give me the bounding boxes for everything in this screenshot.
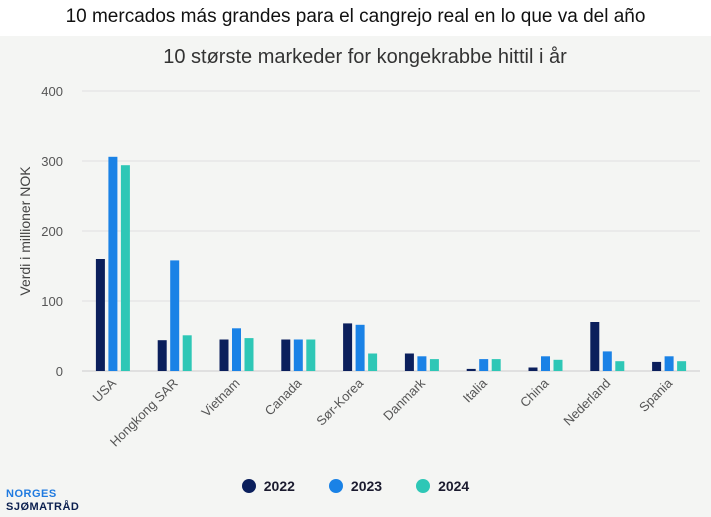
page-heading: 10 mercados más grandes para el cangrejo… xyxy=(65,6,646,27)
bar-s-r-korea-2023[interactable] xyxy=(355,324,365,371)
y-tick-label-100: 100 xyxy=(41,294,63,309)
logo-line-1: NORGES xyxy=(6,488,57,500)
bar-hongkong-sar-2022[interactable] xyxy=(157,340,167,371)
x-tick-label-canada: Canada xyxy=(262,375,305,418)
y-tick-label-300: 300 xyxy=(41,154,63,169)
legend-label-2024: 2024 xyxy=(438,478,470,494)
bar-nederland-2023[interactable] xyxy=(602,351,612,371)
logo-line-2: SJØMATRÅD xyxy=(6,501,80,513)
x-tick-label-usa: USA xyxy=(90,375,120,405)
legend-label-2023: 2023 xyxy=(350,478,383,494)
bar-canada-2022[interactable] xyxy=(281,339,291,372)
bar-canada-2023[interactable] xyxy=(293,339,303,372)
bar-danmark-2023[interactable] xyxy=(417,356,427,371)
x-tick-label-china: China xyxy=(517,375,552,410)
x-tick-label-s-r-korea: Sør-Korea xyxy=(313,375,367,429)
bar-danmark-2024[interactable] xyxy=(429,359,439,371)
bar-spania-2023[interactable] xyxy=(664,356,674,371)
bar-vietnam-2023[interactable] xyxy=(232,328,241,371)
legend-item-2024[interactable]: 2024 xyxy=(416,478,469,494)
legend-swatch-2024 xyxy=(416,479,431,493)
bar-danmark-2022[interactable] xyxy=(404,353,414,372)
y-tick-label-200: 200 xyxy=(41,224,63,239)
bar-spania-2022[interactable] xyxy=(652,361,662,371)
legend-item-2022[interactable]: 2022 xyxy=(241,478,295,494)
bar-china-2024[interactable] xyxy=(553,359,563,371)
x-tick-label-vietnam: Vietnam xyxy=(198,376,242,420)
bar-hongkong-sar-2024[interactable] xyxy=(182,335,192,371)
x-tick-label-danmark: Danmark xyxy=(380,375,428,423)
chart-title: 10 største markeder for kongekrabbe hitt… xyxy=(163,46,567,68)
bar-italia-2022[interactable] xyxy=(466,368,476,371)
bar-vietnam-2022[interactable] xyxy=(219,339,229,372)
bar-vietnam-2024[interactable] xyxy=(244,338,254,371)
y-tick-label-400: 400 xyxy=(41,84,63,99)
x-tick-label-italia: Italia xyxy=(460,375,491,406)
x-tick-label-nederland: Nederland xyxy=(560,376,613,429)
chart-panel xyxy=(0,36,711,517)
bar-nederland-2024[interactable] xyxy=(615,361,625,371)
legend-swatch-2023 xyxy=(328,479,343,493)
bar-s-r-korea-2022[interactable] xyxy=(343,323,353,371)
y-axis-label: Verdi i millioner NOK xyxy=(17,166,33,296)
bar-s-r-korea-2024[interactable] xyxy=(368,353,378,372)
bar-usa-2023[interactable] xyxy=(108,156,118,371)
bar-china-2023[interactable] xyxy=(541,356,550,371)
legend-swatch-2022 xyxy=(241,479,256,493)
y-tick-label-0: 0 xyxy=(56,364,63,379)
legend-item-2023[interactable]: 2023 xyxy=(328,478,383,494)
bar-usa-2022[interactable] xyxy=(95,259,105,371)
norges-sjomatrad-logo: NORGES SJØMATRÅD xyxy=(6,488,79,514)
legend-label-2022: 2022 xyxy=(263,478,295,494)
legend: 2022 2023 2024 xyxy=(0,478,711,494)
x-tick-label-spania: Spania xyxy=(636,375,676,415)
bar-italia-2023[interactable] xyxy=(479,359,489,371)
bar-canada-2024[interactable] xyxy=(306,339,316,372)
bar-spania-2024[interactable] xyxy=(677,361,687,371)
bar-nederland-2022[interactable] xyxy=(590,322,600,371)
bar-hongkong-sar-2023[interactable] xyxy=(170,260,180,371)
bar-china-2022[interactable] xyxy=(528,367,538,372)
bar-italia-2024[interactable] xyxy=(491,359,501,371)
bar-usa-2024[interactable] xyxy=(120,165,130,371)
